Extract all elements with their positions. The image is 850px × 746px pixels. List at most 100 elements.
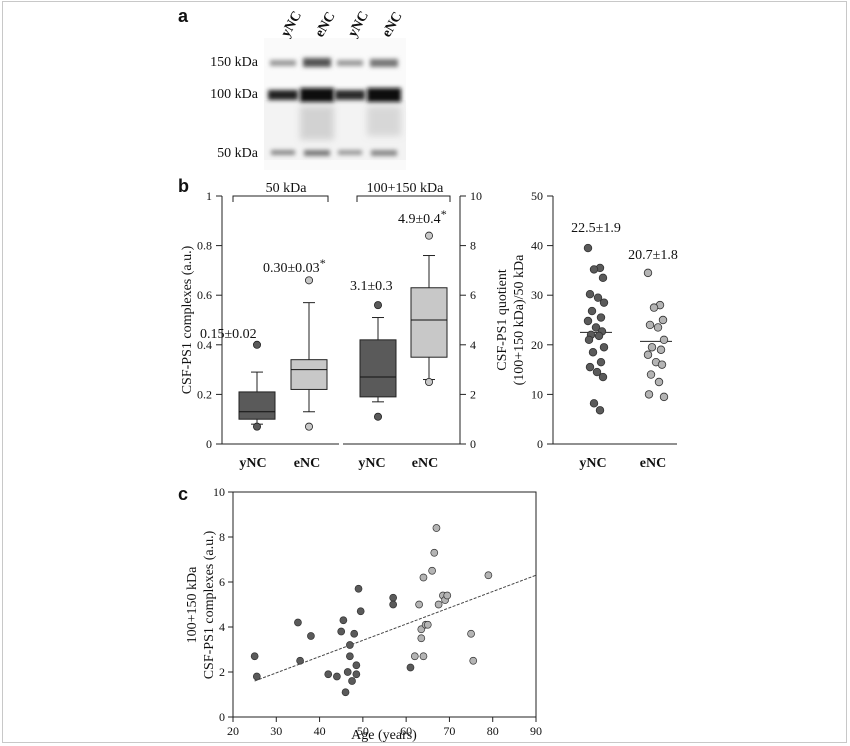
age-point-enc (417, 634, 426, 643)
blot-band (270, 60, 296, 66)
blot-band (367, 88, 401, 102)
age-point-enc (419, 573, 428, 582)
age-point-enc (410, 652, 419, 661)
annotation-ync-50kda: 0.15±0.02 (200, 327, 257, 342)
regression-line (254, 574, 537, 682)
age-point-ync (389, 600, 398, 609)
y-tick-label: 4 (219, 620, 225, 634)
y-tick-label: 50 (531, 189, 543, 203)
x-category-label: yNC (239, 456, 266, 471)
age-points (250, 524, 493, 697)
y-tick-label: 0.8 (197, 239, 212, 253)
outlier-point (424, 231, 433, 240)
x-category-label: yNC (579, 456, 606, 471)
y-axis-label-quotient-line2: (100+150 kDa)/50 kDa (512, 254, 527, 386)
blot-band (338, 150, 362, 155)
quotient-point-ync (594, 331, 604, 341)
box-enc (410, 287, 448, 358)
quotient-point-ync (598, 273, 608, 283)
age-point-enc (415, 600, 423, 609)
age-point-ync (341, 688, 350, 697)
annotation-enc-100-150kda: 4.9±0.4* (398, 207, 447, 227)
y-ticks-left: 0 0.2 0.4 0.6 0.8 1 (197, 189, 222, 451)
age-point-ync (354, 584, 363, 593)
quotient-point-enc (643, 268, 653, 278)
y-tick-label: 6 (219, 575, 225, 589)
y-tick-label: 10 (213, 485, 225, 499)
x-tick-label: 60 (400, 724, 412, 738)
age-point-ync (350, 629, 359, 638)
plot-frame (232, 491, 537, 718)
x-tick-label: 70 (443, 724, 455, 738)
y-tick-label: 40 (531, 239, 543, 253)
age-point-ync (252, 672, 261, 681)
x-category-label: eNC (294, 456, 320, 471)
group-bracket-100-150kda (356, 195, 451, 202)
lane-label: yNC (345, 9, 372, 40)
group-label-50kda: 50 kDa (266, 181, 308, 196)
quotient-points (580, 243, 672, 415)
age-point-enc (430, 548, 439, 557)
age-point-ync (348, 677, 356, 685)
quotient-point-enc (645, 320, 655, 330)
x-tick-label: 90 (530, 724, 542, 738)
quotient-point-ync (589, 399, 599, 408)
blot-band (335, 90, 365, 100)
outlier-point (424, 377, 433, 386)
panel-label-c: c (178, 484, 188, 504)
quotient-point-ync (583, 243, 593, 253)
y-axis-label-quotient-line1: CSF-PS1 quotient (495, 269, 510, 371)
box-plot-group: 0 0.2 0.4 0.6 0.8 1 0 2 4 6 8 10 50 kDa 100+150 kD… (180, 181, 482, 471)
y-tick-label: 8 (470, 239, 476, 253)
panel-label-b: b (178, 176, 189, 196)
y-tick-label: 8 (219, 530, 225, 544)
significance-star: * (441, 207, 447, 221)
x-tick-label: 30 (270, 724, 282, 738)
y-axis-label-line1: 100+150 kDa (185, 566, 200, 644)
y-tick-label: 0 (470, 437, 476, 451)
outlier-point (373, 301, 382, 310)
y-tick-label: 2 (219, 665, 225, 679)
age-point-ync (296, 656, 304, 665)
age-scatter-plot: 20 30 40 50 60 70 80 90 0 2 4 6 8 10 Age (years) 100+… (185, 485, 542, 743)
y-axis-label-line2: CSF-PS1 complexes (a.u.) (202, 530, 217, 679)
outlier-point (373, 412, 382, 421)
annotation-value: 0.30±0.03 (263, 261, 320, 276)
annotation-ync-quotient: 22.5±1.9 (571, 221, 621, 236)
age-point-ync (356, 607, 365, 616)
x-tick-label: 50 (357, 724, 369, 738)
lane-label: yNC (278, 9, 305, 40)
age-point-ync (346, 641, 354, 649)
age-point-enc (428, 566, 436, 575)
quotient-point-enc (644, 390, 654, 399)
age-point-ync (250, 652, 259, 661)
blot-band (370, 59, 398, 67)
outlier-point (252, 340, 261, 349)
x-category-label: eNC (640, 456, 666, 471)
age-point-enc (467, 629, 475, 638)
annotation-value: 4.9±0.4 (398, 212, 441, 227)
outlier-point (304, 422, 313, 431)
age-point-ync (324, 670, 333, 679)
quotient-point-ync (583, 316, 593, 326)
x-category-label: yNC (358, 456, 385, 471)
annotation-enc-50kda: 0.30±0.03* (263, 256, 326, 276)
quotient-point-enc (646, 370, 656, 379)
blot-band (271, 150, 295, 155)
quotient-point-ync (591, 323, 601, 332)
age-point-ync (406, 663, 415, 672)
y-ticks-right: 0 2 4 6 8 10 (460, 189, 482, 451)
quotient-point-ync (595, 406, 605, 415)
y-tick-label: 0.6 (197, 288, 212, 302)
y-tick-label: 6 (470, 288, 476, 302)
blot-band (300, 88, 334, 102)
y-tick-label: 0 (206, 437, 212, 451)
annotation-enc-quotient: 20.7±1.8 (628, 248, 678, 263)
age-point-ync (337, 627, 346, 636)
age-point-enc (434, 600, 443, 609)
group-label-100-150kda: 100+150 kDa (367, 181, 445, 196)
y-tick-label: 0 (219, 710, 225, 724)
age-point-ync (389, 593, 398, 602)
y-tick-label: 0.4 (197, 338, 212, 352)
